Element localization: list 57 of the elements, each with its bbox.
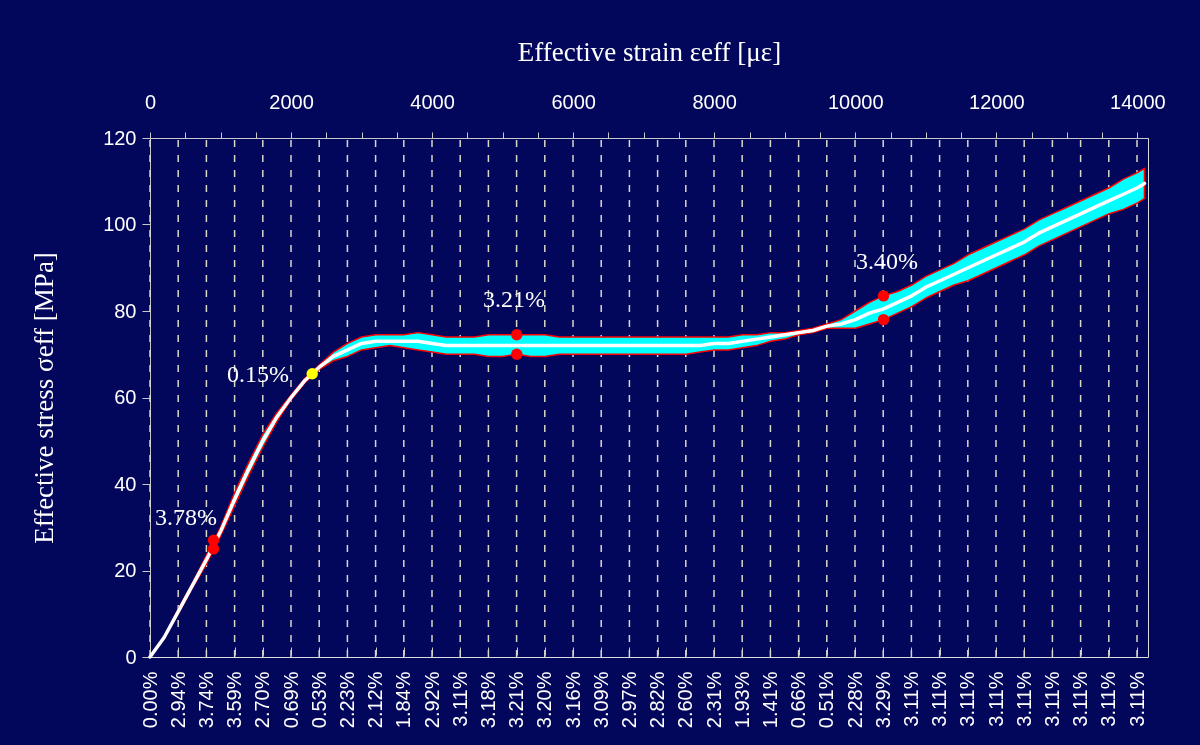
x2-tick-label: 10000 [827,90,884,113]
x2-axis-title: Effective strain εeff [με] [517,36,782,67]
x-tick-label: 3.11% [984,671,1007,727]
y-tick-label: 60 [114,386,137,408]
x-tick-label: 1.84% [392,671,415,729]
x-tick-label: 3.29% [871,671,894,729]
x2-tick-label: 12000 [969,90,1025,113]
y-tick-label: 40 [114,472,137,495]
x-tick-label: 3.11% [1097,671,1120,727]
x-tick-label: 2.12% [364,671,387,729]
x-tick-label: 2.97% [617,671,640,729]
x-tick-label: 1.93% [730,671,753,729]
x-tick-label: 0.69% [279,671,302,729]
y-tick-label: 0 [125,645,137,668]
x-tick-label: 3.21% [505,671,528,729]
y-tick-label: 120 [103,126,137,149]
y-tick-label: 80 [114,299,137,322]
annotation: 3.21% [483,286,545,312]
x-tick-label: 3.59% [223,671,246,729]
x-tick-label: 2.28% [843,671,866,729]
x-tick-label: 2.70% [251,671,274,729]
x-tick-label: 1.41% [758,671,781,729]
x2-tick-label: 8000 [692,90,737,113]
x-tick-label: 2.92% [420,671,443,729]
x-tick-label: 3.11% [1069,671,1092,727]
x-tick-label: 2.82% [646,671,669,729]
x-tick-label: 0.66% [787,671,810,729]
y-axis-title: Effective stress σeff [MPa] [29,252,60,544]
annotation: 0.15% [227,361,289,387]
annotation: 3.40% [856,248,918,274]
x-tick-label: 2.31% [702,671,725,729]
x-tick-label: 3.18% [476,671,499,729]
x2-tick-label: 2000 [269,90,314,113]
x-tick-label: 3.11% [928,671,951,727]
x-tick-label: 3.16% [561,671,584,729]
x-tick-label: 2.60% [674,671,697,729]
y-tick-label: 100 [103,213,137,235]
x-tick-label: 3.11% [956,671,979,727]
x2-tick-label: 4000 [410,90,455,113]
x-tick-label: 3.11% [1012,671,1035,727]
x2-tick-label: 6000 [551,90,596,113]
x-tick-label: 3.11% [1040,671,1063,727]
x-tick-label: 3.74% [194,671,217,729]
x-tick-label: 3.11% [1125,671,1148,727]
x2-tick-label: 14000 [1110,90,1166,113]
x-tick-label: 3.11% [899,671,922,727]
y-tick-label: 20 [114,559,137,581]
x-tick-label: 3.20% [533,671,556,729]
x-tick-label: 2.23% [335,671,358,729]
x-tick-label: 0.53% [307,671,330,729]
x-tick-label: 2.94% [166,671,189,729]
x-tick-label: 3.09% [589,671,612,729]
x2-tick-label: 0 [144,90,157,113]
annotation: 3.78% [155,504,217,530]
x-tick-label: 3.11% [448,671,471,727]
x-tick-label: 0.51% [815,671,838,729]
x-tick-label: 0.00% [138,671,161,729]
